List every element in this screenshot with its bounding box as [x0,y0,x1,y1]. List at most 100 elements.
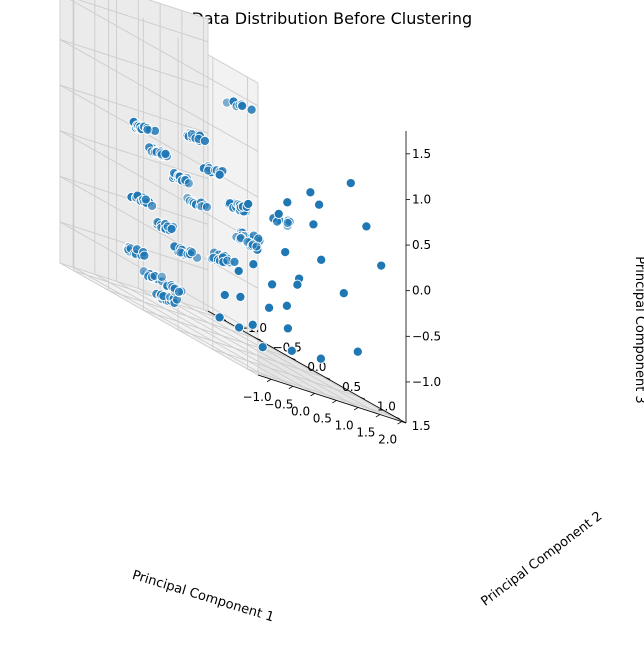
data-point [201,202,212,213]
y-tick-mark [325,377,331,380]
data-point [264,302,275,313]
data-point [282,323,293,334]
data-point [173,286,185,297]
data-point [376,260,387,271]
grid-line-y-floor [177,329,327,379]
data-point [166,223,177,235]
data-point [214,312,225,323]
data-point [338,288,349,299]
data-point [229,256,240,267]
y-tick-mark [360,397,365,400]
data-point [345,178,356,189]
y-tick-mark [291,357,296,361]
grid-line-z-left [59,84,259,198]
data-point [315,353,326,364]
data-point [292,279,303,290]
z-tick-label: 1.0 [412,192,431,206]
data-point [237,100,248,112]
data-point [160,148,171,159]
data-point [142,124,153,135]
x-axis-label: Principal Component 1 [130,568,275,625]
z-axis-label: Principal Component 3 [632,256,644,403]
data-point [361,221,372,232]
grid-line-x-floor [159,295,359,408]
data-point [243,198,254,210]
grid-line-z-left [59,39,259,152]
data-point [183,178,194,189]
x-tick-mark [332,400,337,404]
data-points [122,96,387,364]
x-tick-label: 0.0 [291,404,310,418]
x-tick-label: 1.0 [335,418,354,432]
data-point [257,342,268,353]
grid-line-z-left [59,175,259,289]
x-tick-mark [375,414,381,418]
x-tick-label: 2.0 [378,433,397,447]
data-point [308,219,319,230]
data-point [139,250,150,261]
data-point [140,194,151,205]
grid-line-z-left [59,130,259,244]
x-tick-label: −1.0 [242,390,271,404]
z-tick-label: 1.5 [412,147,431,161]
grid-line-x-floor [138,288,337,401]
data-point [280,247,291,258]
z-tick-label: 0.0 [412,284,431,298]
y-axis-label: Principal Component 2 [479,509,606,610]
grid-line-x-floor [94,273,294,387]
data-point [186,247,198,258]
z-tick-label: −1.0 [412,375,441,389]
data-point [282,197,293,208]
y-tick-mark [256,338,261,341]
data-point [267,279,278,290]
data-point [248,259,259,270]
data-point [235,291,246,302]
data-point [247,319,258,330]
grid-line-z-back [77,0,209,43]
data-point [282,217,293,228]
grid-lines [59,0,402,422]
grid-line-x-floor [72,266,272,380]
grid-line-y-floor [212,349,361,398]
x-tick-mark [310,393,315,397]
x-axis-line [257,374,407,424]
x-tick-mark [353,407,359,411]
y-tick-label: 1.0 [377,399,396,413]
data-point [199,135,210,146]
data-point [316,254,327,265]
grid-line-z-back [59,84,209,134]
x-tick-mark [397,421,402,425]
data-point [234,322,245,333]
data-point [286,345,297,356]
data-point [305,187,316,198]
grid-line-z-back [59,39,209,88]
y-tick-mark [395,416,400,419]
data-point [251,241,262,252]
x-tick-label: 0.5 [313,411,332,425]
grid-line-y-floor [108,290,257,339]
data-point [314,199,325,210]
grid-line-x-floor [116,280,315,394]
grid-line-x-floor [181,302,381,415]
x-tick-label: −0.5 [264,397,293,411]
data-point [147,200,158,211]
data-point [246,104,257,115]
data-point [219,289,230,301]
data-point [281,300,292,311]
grid-line-y-floor [247,368,396,418]
data-point [156,271,167,282]
chart-title: 3D Data Distribution Before Clustering [164,9,472,28]
grid-line-z-back [59,130,209,180]
data-point [214,169,225,180]
grid-line-y-floor [73,270,223,320]
y-tick-label: 0.5 [342,380,361,394]
z-tick-label: 0.5 [412,238,431,252]
y-tick-label: 1.5 [412,419,431,433]
data-point [273,208,284,219]
data-point [352,346,363,357]
x-tick-label: 1.5 [356,426,375,440]
z-tick-label: −0.5 [412,329,441,343]
x-tick-mark [288,385,294,390]
